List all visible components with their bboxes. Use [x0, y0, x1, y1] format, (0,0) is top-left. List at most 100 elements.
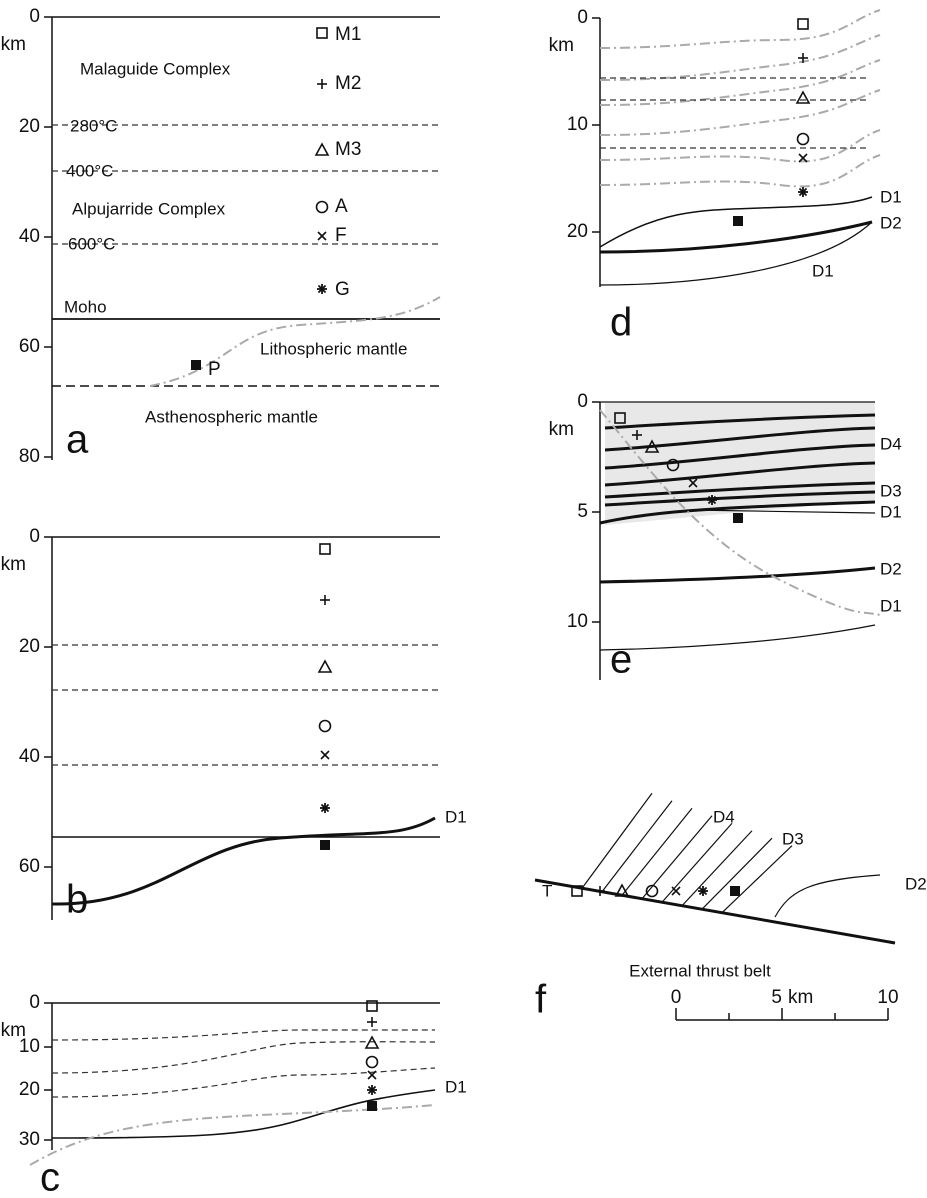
- symbol: [366, 1000, 378, 1012]
- curve: [29, 1104, 436, 1166]
- tick-label: 10: [567, 114, 588, 135]
- sample-label: M2: [335, 73, 361, 94]
- sample-label: A: [335, 196, 348, 217]
- symbol: [614, 412, 626, 424]
- symbol: [365, 1055, 379, 1069]
- tick-label: 40: [19, 746, 40, 767]
- tick-label: 10: [19, 1036, 40, 1057]
- tick-label: 20: [19, 636, 40, 657]
- symbol: [319, 543, 331, 555]
- sample-label: F: [335, 225, 347, 246]
- line: [688, 478, 698, 488]
- curve: [51, 1089, 436, 1139]
- line: [367, 1070, 377, 1080]
- curve: [604, 443, 876, 470]
- line: [798, 153, 808, 163]
- label: T: [542, 881, 552, 900]
- curve: [604, 481, 876, 499]
- line: [317, 284, 327, 294]
- line: [681, 830, 753, 907]
- panel-label: f: [535, 978, 547, 1022]
- curve: [599, 129, 881, 163]
- curve: [51, 1067, 436, 1098]
- scale-label: 5: [771, 987, 782, 1008]
- tick-label: 80: [19, 446, 40, 467]
- tick-label: 0: [29, 992, 40, 1013]
- symbol: [644, 439, 660, 453]
- symbol: [367, 1101, 377, 1111]
- curve: [774, 874, 881, 918]
- sample-label: M3: [335, 139, 361, 160]
- symbol: [796, 132, 810, 146]
- scale-label: 10: [877, 987, 898, 1008]
- sample-label: P: [208, 359, 221, 380]
- label: 400°C: [66, 161, 113, 180]
- line: [641, 815, 713, 900]
- tick-label: 0: [577, 391, 588, 412]
- label: D2: [880, 559, 902, 578]
- symbol: [320, 840, 330, 850]
- label: 280°C: [70, 116, 117, 135]
- line: [798, 187, 808, 197]
- unit-label: km: [549, 35, 574, 56]
- symbol: [795, 90, 811, 104]
- curve: [599, 220, 873, 254]
- label: D2: [905, 874, 927, 893]
- label: D1: [445, 807, 467, 826]
- label: D2: [880, 213, 902, 232]
- symbol: [645, 884, 659, 898]
- unit-label: km: [1, 1020, 26, 1041]
- curve: [599, 221, 873, 286]
- unit-label: km: [1, 34, 26, 55]
- unit-label: km: [1, 554, 26, 575]
- line: [367, 1085, 377, 1095]
- curve: [599, 34, 881, 81]
- curve: [599, 196, 873, 248]
- tick-label: 20: [19, 116, 40, 137]
- curve: [599, 9, 881, 49]
- symbol: [733, 513, 743, 523]
- symbol: [733, 216, 743, 226]
- line: [698, 886, 708, 896]
- label: Lithospheric mantle: [260, 339, 407, 358]
- symbol: [614, 883, 630, 897]
- curve: [604, 413, 876, 430]
- symbol: [318, 719, 332, 733]
- tick-label: 0: [29, 526, 40, 547]
- panel-label: b: [66, 878, 88, 922]
- symbol: [797, 18, 809, 30]
- panel-label: a: [66, 418, 89, 462]
- label: D1: [880, 596, 902, 615]
- tick-label: 0: [577, 7, 588, 28]
- label: D3: [782, 829, 804, 848]
- label: Moho: [64, 297, 107, 316]
- panel-label: d: [610, 301, 632, 345]
- curve: [599, 566, 876, 584]
- line: [317, 231, 327, 241]
- tick-label: 10: [567, 611, 588, 632]
- line: [534, 878, 896, 945]
- label: D3: [880, 481, 902, 500]
- symbol: [666, 458, 680, 472]
- scale-label: 0: [671, 987, 682, 1008]
- label: Asthenospheric mantle: [145, 407, 318, 426]
- line: [689, 509, 876, 514]
- curve: [604, 461, 876, 487]
- label: D4: [880, 434, 902, 453]
- symbol: [571, 885, 583, 897]
- symbol: [316, 27, 328, 39]
- line: [320, 803, 330, 813]
- tick-label: 5: [577, 501, 588, 522]
- line: [621, 807, 693, 896]
- sample-label: G: [335, 279, 350, 300]
- label: Alpujarride Complex: [72, 199, 226, 218]
- sample-label: M1: [335, 24, 361, 45]
- label: D1: [812, 261, 834, 280]
- line: [320, 750, 330, 760]
- curve: [599, 500, 876, 525]
- symbol: [315, 200, 329, 214]
- line: [581, 792, 653, 889]
- caption: External thrust belt: [629, 961, 771, 980]
- tick-label: 0: [29, 6, 40, 27]
